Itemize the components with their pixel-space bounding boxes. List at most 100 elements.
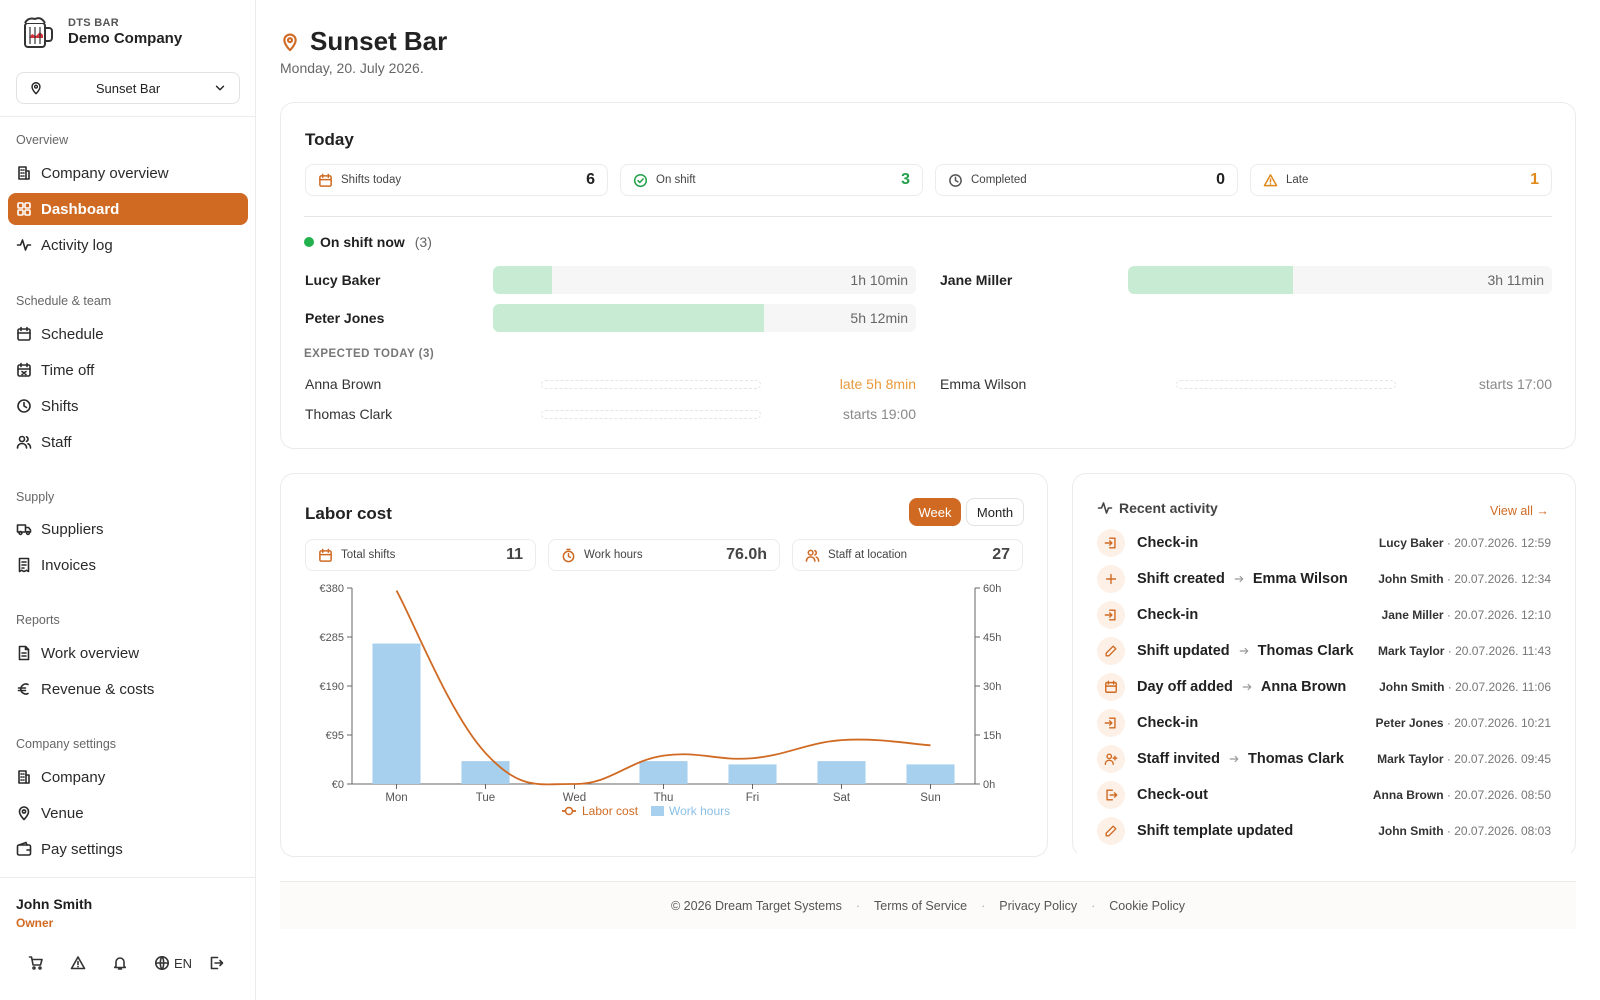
week-toggle[interactable]: Week (909, 498, 961, 526)
activity-item[interactable]: Day off added Anna Brown John Smith · 20.0… (1097, 673, 1551, 701)
on-shift-duration: 3h 11min (1487, 272, 1544, 288)
nav-item-company-overview[interactable]: Company overview (8, 157, 248, 189)
activity-icon-badge (1097, 781, 1125, 809)
y-left-tick-label: €285 (320, 632, 344, 644)
alerts-button[interactable] (70, 955, 112, 971)
y-right-tick-label: 15h (983, 730, 1001, 742)
activity-action: Shift updated (1137, 643, 1230, 659)
activity-item[interactable]: Check-out Anna Brown · 20.07.2026. 08:50 (1097, 781, 1551, 809)
nav-item-dashboard[interactable]: Dashboard (8, 193, 248, 225)
calendar-off-icon (17, 362, 31, 377)
nav-item-pay-settings[interactable]: Pay settings (8, 833, 248, 865)
activity-icon-badge (1097, 817, 1125, 845)
privacy-link[interactable]: Privacy Policy (999, 898, 1078, 913)
nav-item-schedule[interactable]: Schedule (8, 318, 248, 350)
work-hours-bar (728, 764, 777, 784)
activity-title: Day off added Anna Brown (1137, 679, 1346, 695)
notifications-button[interactable] (112, 955, 154, 971)
users-icon (16, 435, 32, 449)
activity-meta: John Smith · 20.07.2026. 08:03 (1378, 824, 1551, 838)
activity-title: Check-in (1137, 715, 1198, 731)
arrow-right-icon (1234, 575, 1244, 583)
activity-icon-badge (1097, 709, 1125, 737)
nav-item-revenue-costs[interactable]: Revenue & costs (8, 673, 248, 705)
footer-copyright: © 2026 Dream Target Systems (671, 898, 842, 913)
activity-item[interactable]: Shift created Emma Wilson John Smith · 20.… (1097, 565, 1551, 593)
on-shift-progress-fill (493, 266, 553, 294)
activity-time: · 20.07.2026. 12:10 (1446, 608, 1551, 622)
on-shift-duration: 5h 12min (850, 310, 908, 326)
nav-label: Invoices (41, 556, 97, 574)
stat-label: Work hours (584, 549, 643, 561)
stat-work-hours: Work hours 76.0h (548, 539, 780, 571)
logout-button[interactable] (208, 955, 250, 971)
activity-icon (1097, 502, 1113, 514)
activity-meta: Jane Miller · 20.07.2026. 12:10 (1382, 608, 1551, 622)
map-pin-icon (283, 33, 297, 51)
activity-item[interactable]: Check-in Peter Jones · 20.07.2026. 10:21 (1097, 709, 1551, 737)
wallet-icon (16, 841, 32, 856)
activity-clip (1073, 853, 1575, 857)
brand[interactable]: DTS BAR Demo Company (20, 14, 182, 50)
location-select[interactable]: Sunset Bar (16, 72, 240, 104)
footer: © 2026 Dream Target Systems · Terms of S… (280, 881, 1576, 929)
stat-value: 6 (586, 171, 595, 188)
activity-user: John Smith (1378, 824, 1444, 838)
nav-item-invoices[interactable]: Invoices (8, 549, 248, 581)
plus-icon (1105, 573, 1117, 585)
x-tick-label: Mon (385, 792, 407, 804)
nav-label: Time off (41, 361, 95, 379)
grid-icon (17, 202, 31, 216)
view-all-link[interactable]: View all → (1490, 504, 1549, 518)
cookie-link[interactable]: Cookie Policy (1109, 898, 1185, 913)
activity-action: Shift created (1137, 571, 1225, 587)
stat-value: 3 (901, 171, 910, 188)
nav-item-venue[interactable]: Venue (8, 797, 248, 829)
activity-user: Jane Miller (1381, 608, 1444, 622)
activity-time: · 20.07.2026. 10:21 (1446, 716, 1551, 730)
receipt-icon (18, 557, 30, 573)
activity-action: Check-in (1137, 715, 1199, 731)
recent-activity-title: Recent activity (1119, 500, 1218, 516)
nav-item-company[interactable]: Company (8, 761, 248, 793)
globe-icon (155, 956, 169, 970)
on-shift-duration: 1h 10min (850, 272, 908, 288)
nav-item-time-off[interactable]: Time off (8, 354, 248, 386)
activity-title: Shift created Emma Wilson (1137, 571, 1348, 587)
activity-item[interactable]: Shift template updated John Smith · 20.07… (1097, 817, 1551, 845)
activity-icon-badge (1097, 673, 1125, 701)
pencil-icon (1105, 645, 1117, 657)
language-button[interactable]: EN (154, 955, 208, 971)
activity-meta: John Smith · 20.07.2026. 11:06 (1379, 680, 1551, 694)
footer-separator: · (981, 898, 986, 913)
cart-button[interactable] (28, 955, 70, 971)
stat-on-shift: On shift 3 (620, 164, 923, 196)
activity-action: Shift template updated (1137, 823, 1294, 839)
activity-item[interactable]: Check-in Lucy Baker · 20.07.2026. 12:59 (1097, 529, 1551, 557)
company-name: Demo Company (68, 30, 183, 47)
expected-today-heading: EXPECTED TODAY (3) (304, 348, 435, 360)
activity-user: Mark Taylor (1377, 644, 1445, 658)
check-circle-icon (633, 173, 648, 187)
nav-item-suppliers[interactable]: Suppliers (8, 513, 248, 545)
activity-time: · 20.07.2026. 08:50 (1446, 788, 1551, 802)
on-shift-name: Peter Jones (305, 310, 385, 326)
footer-separator: · (1091, 898, 1096, 913)
nav-item-activity-log[interactable]: Activity log (8, 229, 248, 261)
x-tick-label: Wed (563, 792, 586, 804)
on-shift-name: Lucy Baker (305, 272, 381, 288)
recent-activity-heading: Recent activity (1097, 500, 1218, 516)
nav-item-shifts[interactable]: Shifts (8, 390, 248, 422)
activity-item[interactable]: Shift updated Thomas Clark Mark Taylor · 2… (1097, 637, 1551, 665)
month-toggle[interactable]: Month (966, 498, 1024, 526)
activity-item[interactable]: Staff invited Thomas Clark Mark Taylor · 2… (1097, 745, 1551, 773)
stat-shifts-today: Shifts today 6 (305, 164, 608, 196)
on-shift-progress-fill (1128, 266, 1294, 294)
x-tick-label: Fri (746, 792, 759, 804)
terms-link[interactable]: Terms of Service (874, 898, 968, 913)
activity-item[interactable]: Check-in Jane Miller · 20.07.2026. 12:10 (1097, 601, 1551, 629)
activity-title: Shift updated Thomas Clark (1137, 643, 1354, 659)
activity-target: Anna Brown (1260, 679, 1347, 695)
nav-item-work-overview[interactable]: Work overview (8, 637, 248, 669)
nav-item-staff[interactable]: Staff (8, 426, 248, 458)
